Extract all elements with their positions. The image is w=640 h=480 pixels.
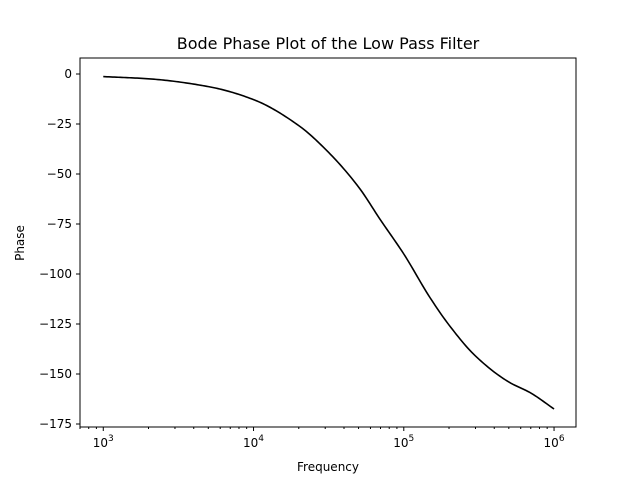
chart-title: Bode Phase Plot of the Low Pass Filter (177, 34, 480, 53)
y-axis-label: Phase (13, 225, 27, 261)
x-tick-label: 104 (243, 434, 264, 450)
x-axis-ticks: 103 104 105 106 (79, 427, 565, 450)
x-tick-label: 106 (544, 434, 565, 450)
x-axis-label: Frequency (297, 460, 359, 474)
plot-area-frame (79, 57, 577, 428)
y-tick-label: −25 (47, 117, 72, 131)
y-tick-label: −50 (47, 167, 72, 181)
x-tick-label: 103 (93, 434, 114, 450)
y-tick-label: −150 (39, 367, 72, 381)
y-tick-label: −175 (39, 417, 72, 431)
x-tick-label: 105 (393, 434, 414, 450)
y-tick-label: −100 (39, 267, 72, 281)
y-axis-ticks: 0 −25 −50 −75 −100 −125 −150 −175 (39, 67, 80, 431)
y-tick-label: 0 (64, 67, 72, 81)
y-tick-label: −75 (47, 217, 72, 231)
phase-line (103, 75, 555, 410)
y-tick-label: −125 (39, 317, 72, 331)
